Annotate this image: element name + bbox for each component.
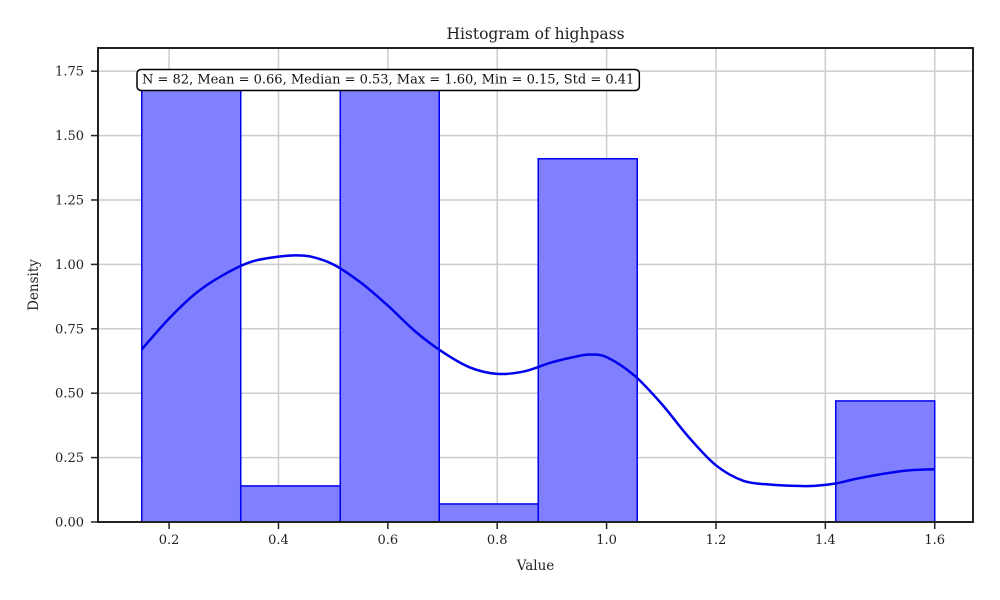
x-axis-title: Value bbox=[516, 558, 555, 574]
kde-layer bbox=[140, 254, 935, 488]
x-tick-label: 0.4 bbox=[268, 533, 289, 548]
x-tick-label: 1.2 bbox=[706, 533, 727, 548]
y-tick-label: 0.00 bbox=[55, 516, 84, 531]
histogram-bar bbox=[438, 503, 539, 523]
chart-title: Histogram of highpass bbox=[446, 25, 624, 43]
x-tick-label: 0.2 bbox=[159, 533, 180, 548]
x-tick-label: 1.4 bbox=[815, 533, 836, 548]
stats-annotation-box: N = 82, Mean = 0.66, Median = 0.53, Max … bbox=[136, 68, 641, 92]
y-tick-label: 1.25 bbox=[55, 193, 84, 208]
histogram-bar bbox=[834, 400, 936, 523]
histogram-bar bbox=[239, 485, 342, 523]
y-axis-title: Density bbox=[26, 259, 42, 311]
y-tick-label: 1.75 bbox=[55, 65, 84, 80]
grid-layer bbox=[98, 48, 973, 523]
plot-frame bbox=[97, 47, 974, 523]
y-tick-label: 1.50 bbox=[55, 129, 84, 144]
bars-layer bbox=[141, 70, 936, 523]
stats-annotation-text: N = 82, Mean = 0.66, Median = 0.53, Max … bbox=[142, 73, 634, 88]
x-tick-label: 1.6 bbox=[924, 533, 945, 548]
histogram-bar bbox=[537, 158, 638, 523]
y-tick-label: 0.50 bbox=[55, 387, 84, 402]
kde-line bbox=[140, 254, 935, 488]
x-tick-label: 1.0 bbox=[596, 533, 617, 548]
y-tick-label: 0.25 bbox=[55, 451, 84, 466]
stats-annotation-frame bbox=[136, 68, 641, 92]
x-tick-label: 0.6 bbox=[378, 533, 399, 548]
x-tick-label: 0.8 bbox=[487, 533, 508, 548]
y-tick-label: 1.00 bbox=[55, 258, 84, 273]
histogram-bar bbox=[339, 70, 440, 523]
y-tick-label: 0.75 bbox=[55, 322, 84, 337]
ticks-layer: 0.2 0.4 0.6 0.8 1.0 1.2 1.4 1.6 0.00 0.25 0.50 0.75… bbox=[55, 65, 945, 548]
